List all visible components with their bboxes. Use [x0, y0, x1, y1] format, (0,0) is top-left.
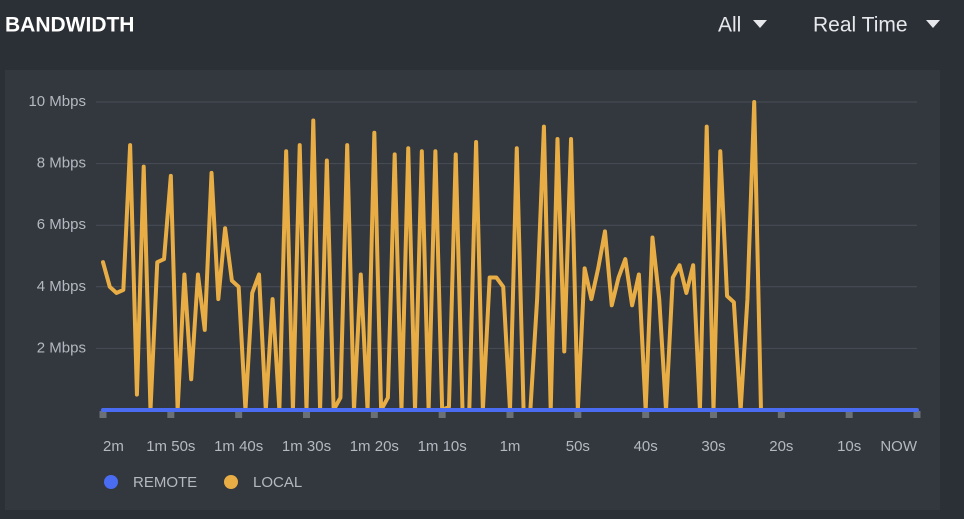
x-tick-label: NOW	[880, 438, 918, 455]
x-tick-mark	[167, 411, 175, 418]
x-tick-label: 1m 20s	[350, 438, 399, 455]
x-tick-mark	[642, 411, 650, 418]
x-tick-mark	[845, 411, 853, 418]
y-tick-label: 10 Mbps	[28, 93, 86, 110]
x-tick-label: 20s	[769, 438, 793, 455]
x-tick-mark	[99, 411, 107, 418]
x-tick-mark	[370, 411, 378, 418]
x-tick-label: 10s	[837, 438, 861, 455]
y-tick-label: 2 Mbps	[37, 339, 86, 356]
legend-marker	[224, 475, 238, 489]
x-tick-label: 1m 30s	[282, 438, 331, 455]
filter-label[interactable]: All	[718, 14, 741, 37]
x-tick-label: 30s	[701, 438, 725, 455]
x-tick-mark	[710, 411, 717, 418]
dropdown-arrow[interactable]	[753, 20, 767, 28]
x-tick-label: 2m	[103, 438, 124, 455]
legend-label: LOCAL	[253, 474, 302, 491]
widget-title: BANDWIDTH	[5, 14, 134, 37]
range-dropdown[interactable]: Real Time	[813, 14, 940, 37]
range-label[interactable]: Real Time	[813, 14, 908, 37]
series-line	[101, 100, 763, 412]
x-tick-mark	[438, 411, 446, 418]
x-tick-label: 1m 10s	[418, 438, 467, 455]
x-tick-label: 1m 50s	[146, 438, 195, 455]
plot: 2 Mbps 4 Mbps 6 Mbps 8 Mbps 10 Mbps 2m 1m 50s 1…	[28, 93, 921, 491]
legend-label: REMOTE	[133, 474, 197, 491]
legend-marker	[104, 475, 118, 489]
x-tick-label: 40s	[634, 438, 658, 455]
x-tick-label: 1m 40s	[214, 438, 263, 455]
x-tick-mark	[303, 411, 310, 418]
x-tick-label: 50s	[566, 438, 590, 455]
y-tick-label: 6 Mbps	[37, 216, 86, 233]
x-tick-mark	[913, 411, 921, 418]
x-tick-mark	[235, 411, 243, 418]
dropdown-arrow[interactable]	[926, 20, 940, 28]
x-tick-mark	[574, 411, 582, 418]
y-tick-label: 4 Mbps	[37, 278, 86, 295]
filter-dropdown[interactable]: All	[718, 14, 767, 37]
x-tick-mark	[506, 411, 514, 418]
x-tick-mark	[777, 411, 785, 418]
y-tick-label: 8 Mbps	[37, 155, 86, 172]
x-tick-label: 1m	[500, 438, 521, 455]
